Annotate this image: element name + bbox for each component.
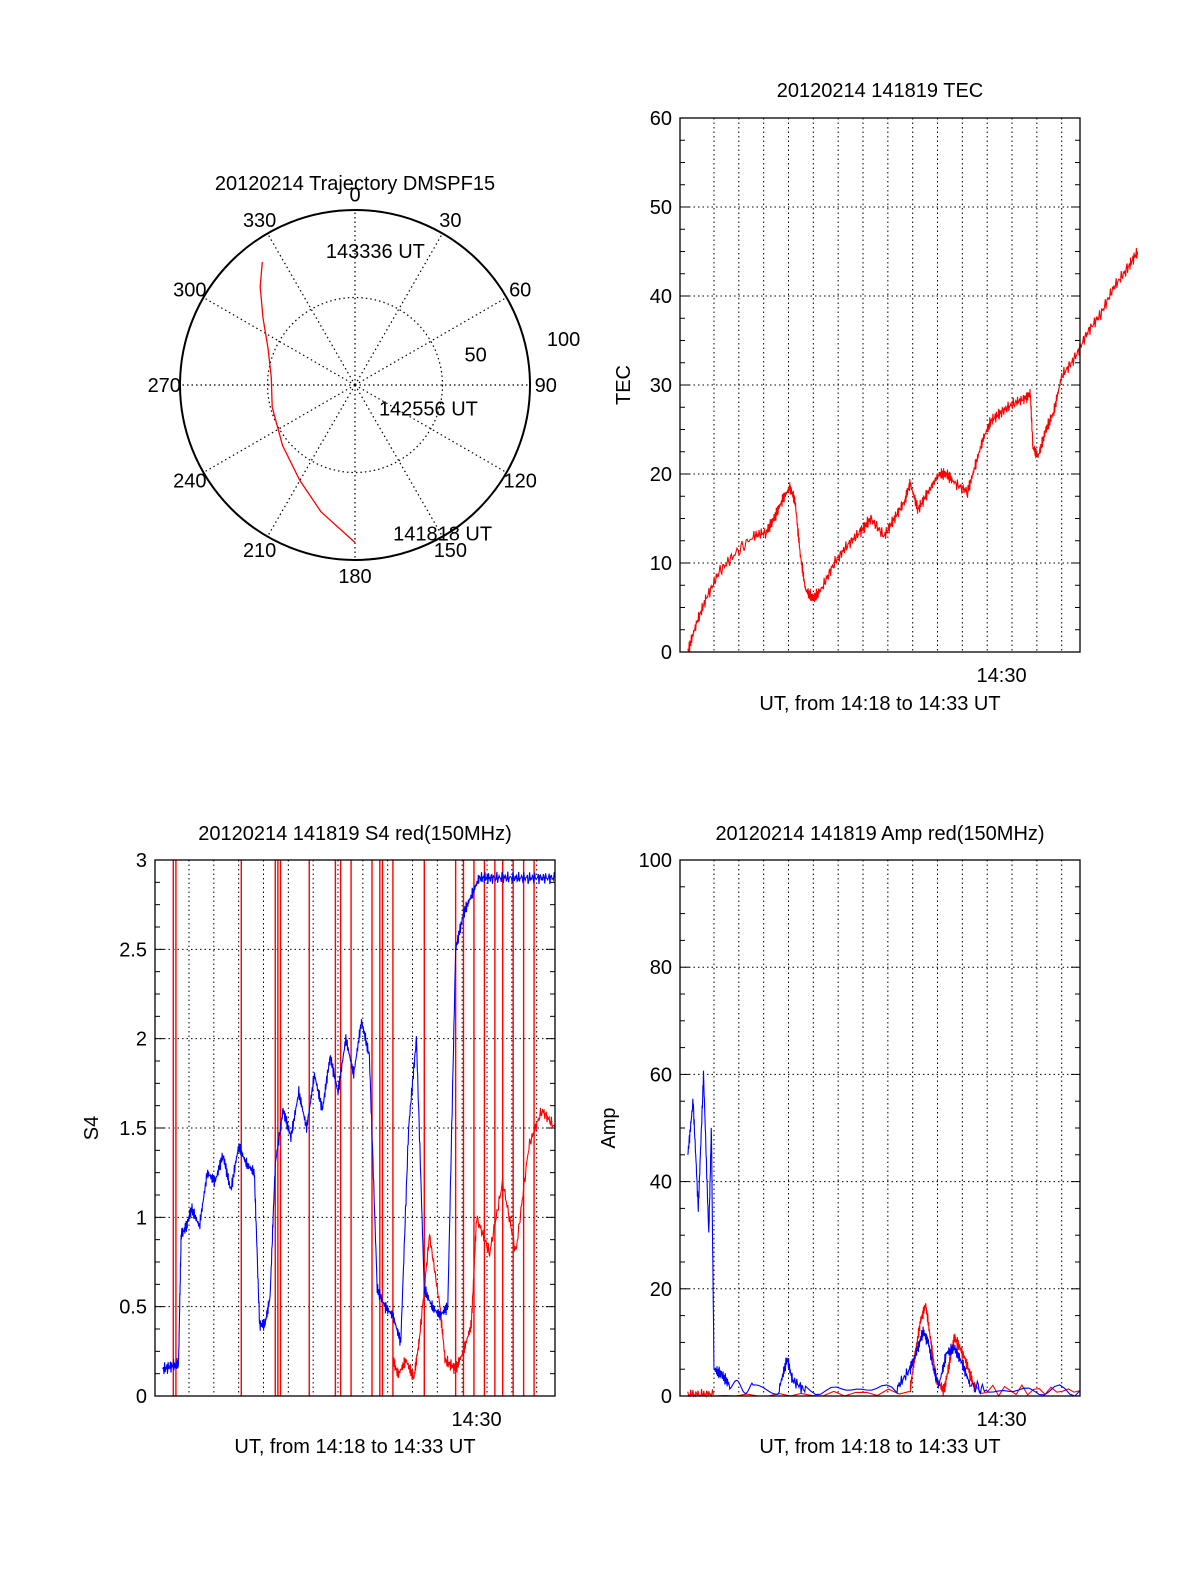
amp-ytick-label: 80 [650, 957, 672, 979]
amp-title: 20120214 141819 Amp red(150MHz) [715, 823, 1044, 845]
tec-ytick-label: 20 [650, 464, 672, 486]
polar-azimuth-label: 240 [173, 470, 206, 492]
amp-xlabel: UT, from 14:18 to 14:33 UT [759, 1436, 1000, 1458]
tec-xtick-label: 14:30 [977, 665, 1027, 687]
tec-ytick-label: 40 [650, 286, 672, 308]
s4-ylabel: S4 [81, 1116, 103, 1140]
tec-xlabel: UT, from 14:18 to 14:33 UT [759, 693, 1000, 715]
s4-xlabel: UT, from 14:18 to 14:33 UT [234, 1436, 475, 1458]
tec-ylabel: TEC [613, 365, 635, 405]
polar-azimuth-label: 90 [535, 375, 557, 397]
polar-azimuth-label: 120 [504, 470, 537, 492]
trajectory-title: 20120214 Trajectory DMSPF15 [215, 173, 495, 195]
amp-ytick-label: 100 [639, 850, 672, 872]
s4-title: 20120214 141819 S4 red(150MHz) [198, 823, 512, 845]
amp-ylabel: Amp [598, 1107, 620, 1148]
amp-xtick-label: 14:30 [977, 1409, 1027, 1431]
s4-ytick-label: 3 [136, 850, 147, 872]
s4-plot: 20120214 141819 S4 red(150MHz) S4 UT, fr… [81, 823, 556, 1458]
polar-ring-50 [266, 296, 444, 474]
amp-series-line [687, 1070, 1081, 1397]
s4-xtick-label: 14:30 [452, 1409, 502, 1431]
polar-azimuth-label: 0 [349, 184, 360, 206]
s4-ytick-label: 1 [136, 1207, 147, 1229]
tec-ytick-label: 0 [661, 642, 672, 664]
amp-ytick-label: 20 [650, 1279, 672, 1301]
polar-azimuth-label: 270 [148, 375, 181, 397]
tec-frame [679, 117, 1081, 653]
amp-series-line [687, 1303, 1081, 1399]
trajectory-time-label: 141818 UT [393, 524, 492, 546]
trajectory-line [259, 261, 356, 543]
s4-ytick-label: 2 [136, 1029, 147, 1051]
polar-radial-label: 50 [465, 345, 487, 367]
polar-radial-label: 100 [547, 329, 580, 351]
tec-ytick-label: 60 [650, 108, 672, 130]
amp-ytick-label: 60 [650, 1064, 672, 1086]
s4-ytick-label: 2.5 [119, 939, 147, 961]
amp-ytick-label: 0 [661, 1386, 672, 1408]
polar-azimuth-label: 210 [243, 540, 276, 562]
polar-azimuth-labels: 0 30 60 90 120 150 180 210 240 270 300 330 50 100 [148, 184, 581, 588]
polar-grid [179, 209, 531, 561]
amp-ytick-label: 40 [650, 1172, 672, 1194]
s4-series-line [392, 1107, 556, 1380]
tec-ytick-label: 50 [650, 197, 672, 219]
s4-frame [154, 859, 556, 1397]
trajectory-polar-plot: 20120214 Trajectory DMSPF15 0 30 60 90 120 15… [148, 173, 581, 588]
polar-azimuth-label: 30 [439, 210, 461, 232]
amp-plot: 20120214 141819 Amp red(150MHz) Amp UT, … [598, 823, 1081, 1458]
trajectory-track: 143336 UT 142556 UT 141818 UT [259, 241, 492, 546]
tec-series-line [687, 248, 1139, 653]
polar-azimuth-label: 300 [173, 280, 206, 302]
polar-azimuth-label: 60 [509, 280, 531, 302]
amp-frame [679, 859, 1081, 1397]
tec-ytick-label: 30 [650, 375, 672, 397]
tec-title: 20120214 141819 TEC [777, 80, 983, 102]
polar-spoke [203, 384, 356, 474]
polar-outer-circle [179, 209, 531, 561]
trajectory-time-label: 142556 UT [379, 398, 478, 420]
tec-ytick-label: 10 [650, 553, 672, 575]
polar-spoke [266, 384, 356, 537]
polar-azimuth-label: 180 [338, 566, 371, 588]
tec-plot: 20120214 141819 TEC TEC UT, from 14:18 t… [613, 80, 1139, 715]
polar-azimuth-label: 150 [434, 540, 467, 562]
s4-ytick-label: 1.5 [119, 1118, 147, 1140]
s4-ytick-label: 0.5 [119, 1297, 147, 1319]
s4-ytick-label: 0 [136, 1386, 147, 1408]
trajectory-time-label: 143336 UT [326, 241, 425, 263]
s4-series-line [162, 871, 556, 1375]
polar-spoke [354, 296, 507, 386]
polar-azimuth-label: 330 [243, 210, 276, 232]
